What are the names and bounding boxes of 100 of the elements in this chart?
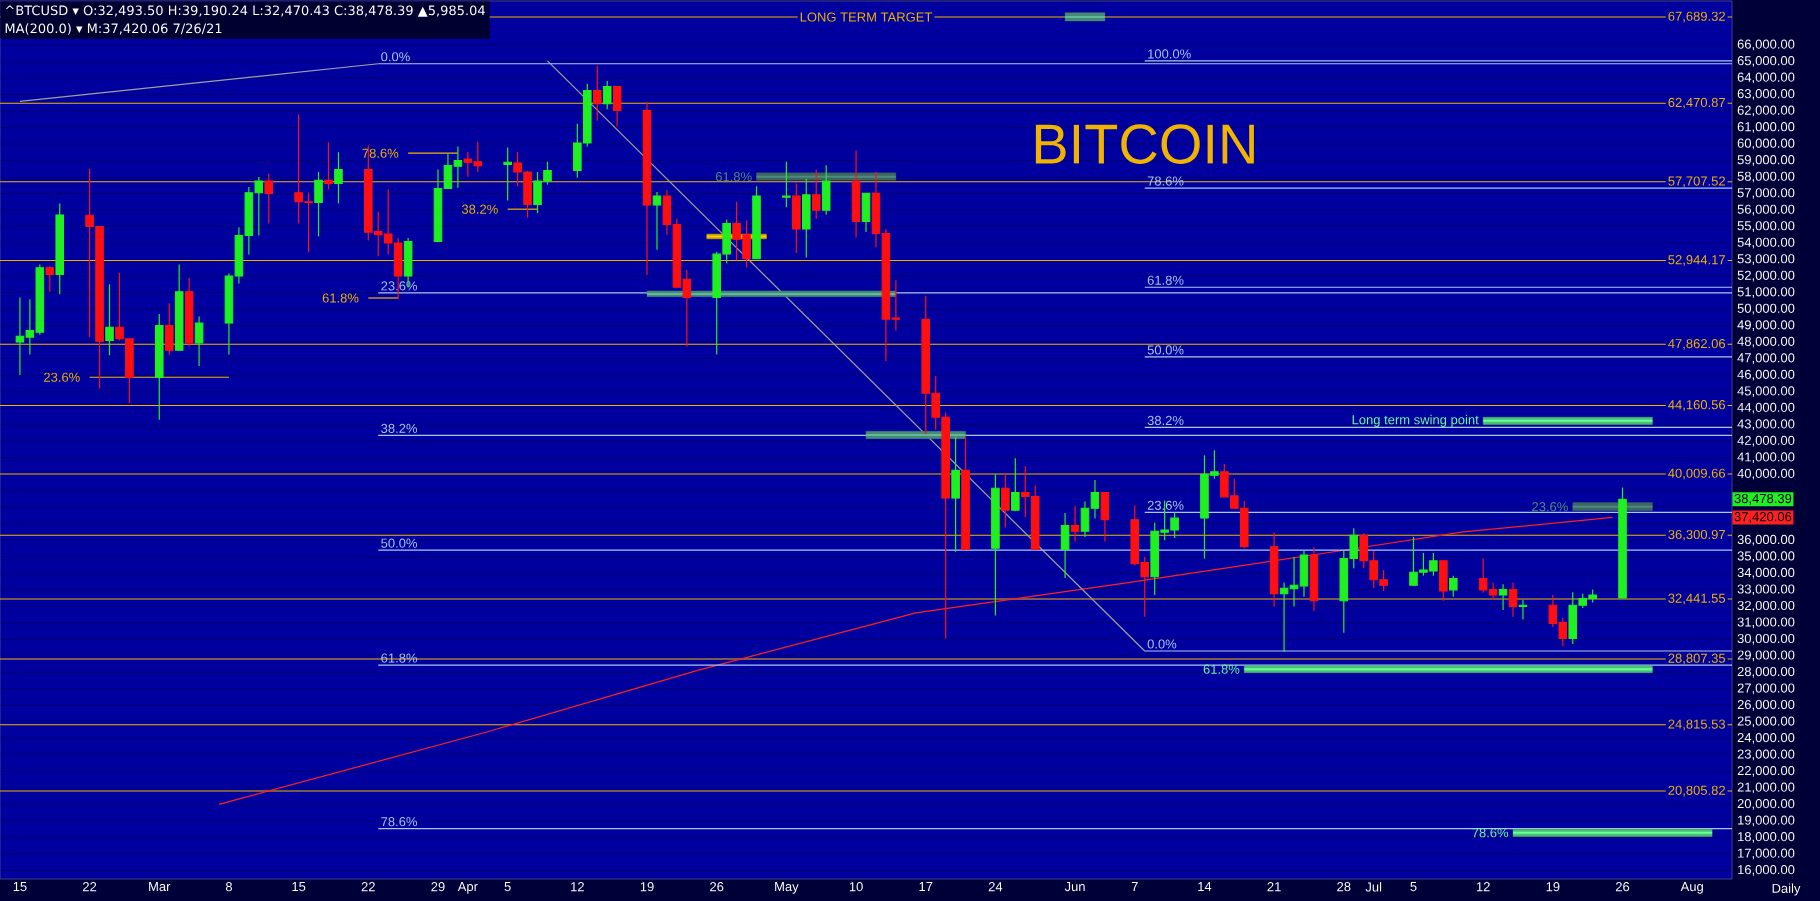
x-tick-label: 12 bbox=[1476, 882, 1490, 892]
y-tick-label: 47,000.00 bbox=[1737, 353, 1795, 364]
series-label: 61.8% bbox=[715, 172, 752, 182]
series-label: 78.6% bbox=[1472, 828, 1509, 838]
y-tick-label: 51,000.00 bbox=[1737, 287, 1795, 298]
y-tick-label: 66,000.00 bbox=[1737, 39, 1795, 51]
series-label: Long term swing point bbox=[1352, 414, 1479, 427]
ref-line-label: 62,470.87 bbox=[1668, 97, 1725, 109]
ref-line-label: 44,160.56 bbox=[1668, 400, 1726, 411]
text: BITCOIN bbox=[1035, 124, 1254, 164]
y-tick-label: 19,000.00 bbox=[1738, 815, 1795, 827]
y-tick-label: 31,000.00 bbox=[1737, 617, 1795, 629]
x-tick-label: 29 bbox=[431, 882, 445, 892]
series-label: 50.0% bbox=[381, 538, 418, 548]
x-tick-label: Jul bbox=[1365, 882, 1382, 892]
y-tick-label: 27,000.00 bbox=[1737, 683, 1795, 695]
series-label: 61.8% bbox=[322, 293, 359, 303]
x-tick-label: 28 bbox=[1337, 882, 1351, 892]
series-label: 0.0% bbox=[381, 52, 410, 62]
y-tick-label: 23,000.00 bbox=[1737, 749, 1795, 761]
text: 37,420.06 bbox=[1734, 512, 1792, 523]
text: 38,478.39 bbox=[1734, 493, 1792, 505]
ref-line-label: 24,815.53 bbox=[1668, 719, 1726, 731]
y-tick-label: 20,000.00 bbox=[1737, 799, 1795, 810]
x-tick-label: 10 bbox=[849, 882, 863, 892]
y-tick-label: 65,000.00 bbox=[1737, 56, 1795, 67]
y-tick-label: 17,000.00 bbox=[1738, 848, 1795, 860]
series-label: 61.8% bbox=[1203, 664, 1240, 674]
y-tick-label: 56,000.00 bbox=[1737, 204, 1795, 216]
y-tick-label: 33,000.00 bbox=[1737, 584, 1795, 596]
y-tick-label: 59,000.00 bbox=[1737, 155, 1795, 166]
series-label: 38.2% bbox=[1147, 415, 1184, 426]
x-tick-label: 5 bbox=[504, 882, 511, 892]
y-tick-label: 35,000.00 bbox=[1737, 551, 1795, 563]
series-label: 23.6% bbox=[1532, 502, 1568, 512]
y-tick-label: 54,000.00 bbox=[1737, 237, 1795, 249]
y-tick-label: 16,000.00 bbox=[1738, 865, 1795, 876]
x-tick-label: 19 bbox=[640, 882, 654, 892]
x-tick-label: 17 bbox=[919, 882, 933, 892]
x-tick-label: 5 bbox=[1410, 882, 1417, 892]
x-tick-label: 22 bbox=[83, 882, 97, 892]
ref-line-label: 20,805.82 bbox=[1668, 785, 1725, 797]
y-tick-label: 43,000.00 bbox=[1737, 419, 1795, 431]
x-tick-label: May bbox=[775, 882, 799, 894]
x-tick-label: Jun bbox=[1064, 882, 1085, 892]
series-label: 61.8% bbox=[1147, 275, 1184, 285]
y-tick-label: 18,000.00 bbox=[1738, 832, 1795, 843]
ref-line-label: 40,009.66 bbox=[1668, 468, 1726, 480]
x-tick-label: 24 bbox=[988, 882, 1003, 892]
x-tick-label: 15 bbox=[13, 882, 27, 892]
annotation: LONG TERM TARGET bbox=[800, 12, 933, 22]
y-tick-label: 26,000.00 bbox=[1737, 699, 1795, 711]
y-tick-label: 36,000.00 bbox=[1737, 534, 1795, 546]
y-tick-label: 21,000.00 bbox=[1737, 782, 1795, 794]
x-tick-label: 19 bbox=[1546, 882, 1560, 892]
y-tick-label: 55,000.00 bbox=[1737, 221, 1795, 232]
y-tick-label: 64,000.00 bbox=[1737, 72, 1795, 84]
ref-line-label: 67,689.32 bbox=[1668, 11, 1725, 23]
series-label: 50.0% bbox=[1147, 345, 1184, 355]
y-tick-label: 53,000.00 bbox=[1737, 254, 1795, 265]
y-tick-label: 62,000.00 bbox=[1737, 105, 1795, 117]
y-tick-label: 61,000.00 bbox=[1737, 122, 1795, 133]
ref-line-label: 57,707.52 bbox=[1668, 176, 1725, 188]
y-tick-label: 28,000.00 bbox=[1737, 666, 1795, 678]
y-tick-label: 25,000.00 bbox=[1737, 716, 1795, 728]
y-tick-label: 60,000.00 bbox=[1737, 138, 1795, 150]
series-label: 23.6% bbox=[44, 372, 80, 382]
ref-line-label: 28,807.35 bbox=[1668, 653, 1726, 665]
y-tick-label: 48,000.00 bbox=[1737, 336, 1795, 348]
y-tick-label: 34,000.00 bbox=[1737, 567, 1795, 579]
series-label: 100.0% bbox=[1148, 49, 1191, 59]
y-tick-label: 57,000.00 bbox=[1737, 188, 1795, 199]
series-label: 78.6% bbox=[381, 817, 418, 827]
x-tick-label: Mar bbox=[149, 882, 171, 892]
y-tick-label: 50,000.00 bbox=[1737, 303, 1795, 315]
y-tick-label: 22,000.00 bbox=[1737, 766, 1795, 777]
y-tick-label: 45,000.00 bbox=[1737, 386, 1795, 397]
y-tick-label: 32,000.00 bbox=[1737, 600, 1795, 612]
x-tick-label: Apr bbox=[457, 882, 478, 894]
y-tick-label: 41,000.00 bbox=[1737, 452, 1795, 464]
x-tick-label: 22 bbox=[361, 882, 375, 892]
y-tick-label: 49,000.00 bbox=[1737, 320, 1795, 331]
x-tick-label: Aug bbox=[1680, 882, 1703, 894]
x-tick-label: 12 bbox=[571, 882, 584, 892]
series-label: 38.2% bbox=[461, 204, 498, 214]
x-tick-label: 26 bbox=[1615, 882, 1630, 892]
x-tick-label: 21 bbox=[1267, 882, 1281, 892]
y-tick-label: 58,000.00 bbox=[1737, 171, 1795, 183]
x-tick-label: 26 bbox=[710, 882, 724, 892]
y-tick-label: 42,000.00 bbox=[1737, 435, 1795, 447]
y-tick-label: 46,000.00 bbox=[1737, 369, 1795, 381]
x-tick-label: 8 bbox=[225, 882, 232, 892]
series-label: 0.0% bbox=[1147, 639, 1177, 649]
annotation: ^BTCUSD ▾ O:32,493.50 H:39,190.24 L:32,470.43 C:38,478.39 ▲5,985.04 bbox=[5, 5, 485, 17]
y-tick-label: 30,000.00 bbox=[1737, 633, 1795, 645]
y-tick-label: 63,000.00 bbox=[1737, 89, 1795, 100]
y-tick-label: 29,000.00 bbox=[1737, 650, 1795, 662]
ref-line-label: 32,441.55 bbox=[1668, 593, 1726, 605]
ref-line-label: 52,944.17 bbox=[1668, 255, 1725, 266]
y-tick-label: 44,000.00 bbox=[1737, 402, 1795, 414]
